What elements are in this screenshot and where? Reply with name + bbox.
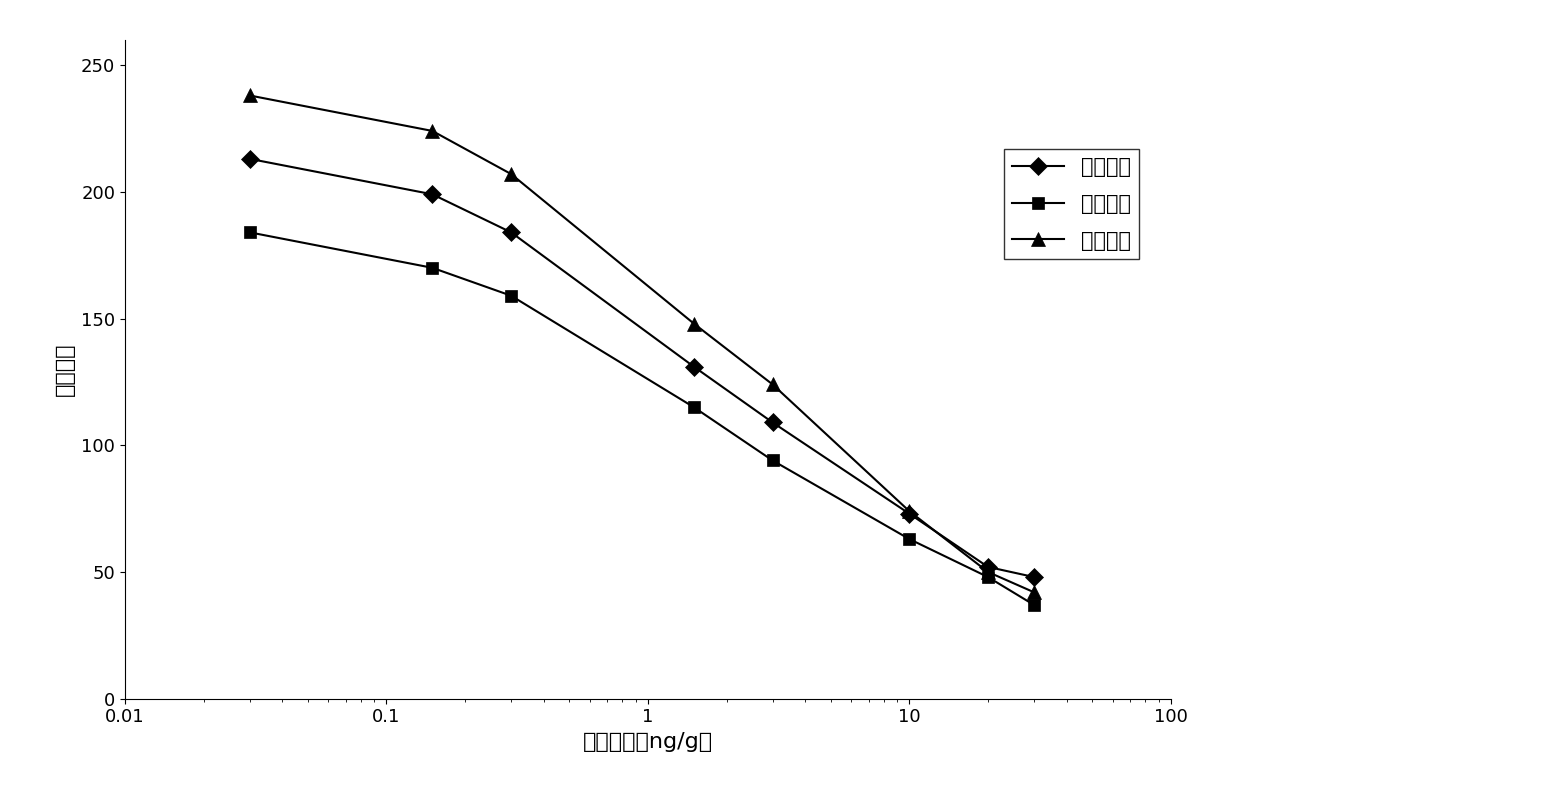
双氟米松 [899, 507, 918, 516]
地塞米松 [899, 509, 918, 518]
双氟米松 [1024, 588, 1043, 597]
地塞米松 [423, 190, 442, 199]
Line: 倍他米松: 倍他米松 [244, 226, 1040, 611]
倍他米松 [1024, 600, 1043, 610]
倍他米松 [240, 228, 259, 237]
双氟米松 [684, 319, 702, 329]
倍他米松 [979, 572, 997, 582]
倍他米松 [684, 403, 702, 412]
双氟米松 [979, 567, 997, 576]
Line: 双氟米松: 双氟米松 [242, 88, 1041, 599]
Legend: 地塞米松, 倍他米松, 双氟米松: 地塞米松, 倍他米松, 双氟米松 [1004, 149, 1140, 259]
地塞米松 [763, 418, 782, 427]
X-axis label: 药物浓度（ng/g）: 药物浓度（ng/g） [582, 732, 713, 752]
双氟米松 [763, 380, 782, 389]
双氟米松 [423, 126, 442, 136]
Line: 地塞米松: 地塞米松 [244, 152, 1040, 584]
地塞米松 [501, 228, 520, 237]
倍他米松 [763, 456, 782, 465]
地塞米松 [979, 562, 997, 572]
倍他米松 [423, 263, 442, 272]
地塞米松 [240, 154, 259, 164]
倍他米松 [899, 534, 918, 544]
地塞米松 [684, 362, 702, 372]
地塞米松 [1024, 572, 1043, 582]
双氟米松 [501, 169, 520, 179]
倍他米松 [501, 291, 520, 300]
双氟米松 [240, 91, 259, 100]
Y-axis label: 荧光强度: 荧光强度 [55, 342, 75, 396]
